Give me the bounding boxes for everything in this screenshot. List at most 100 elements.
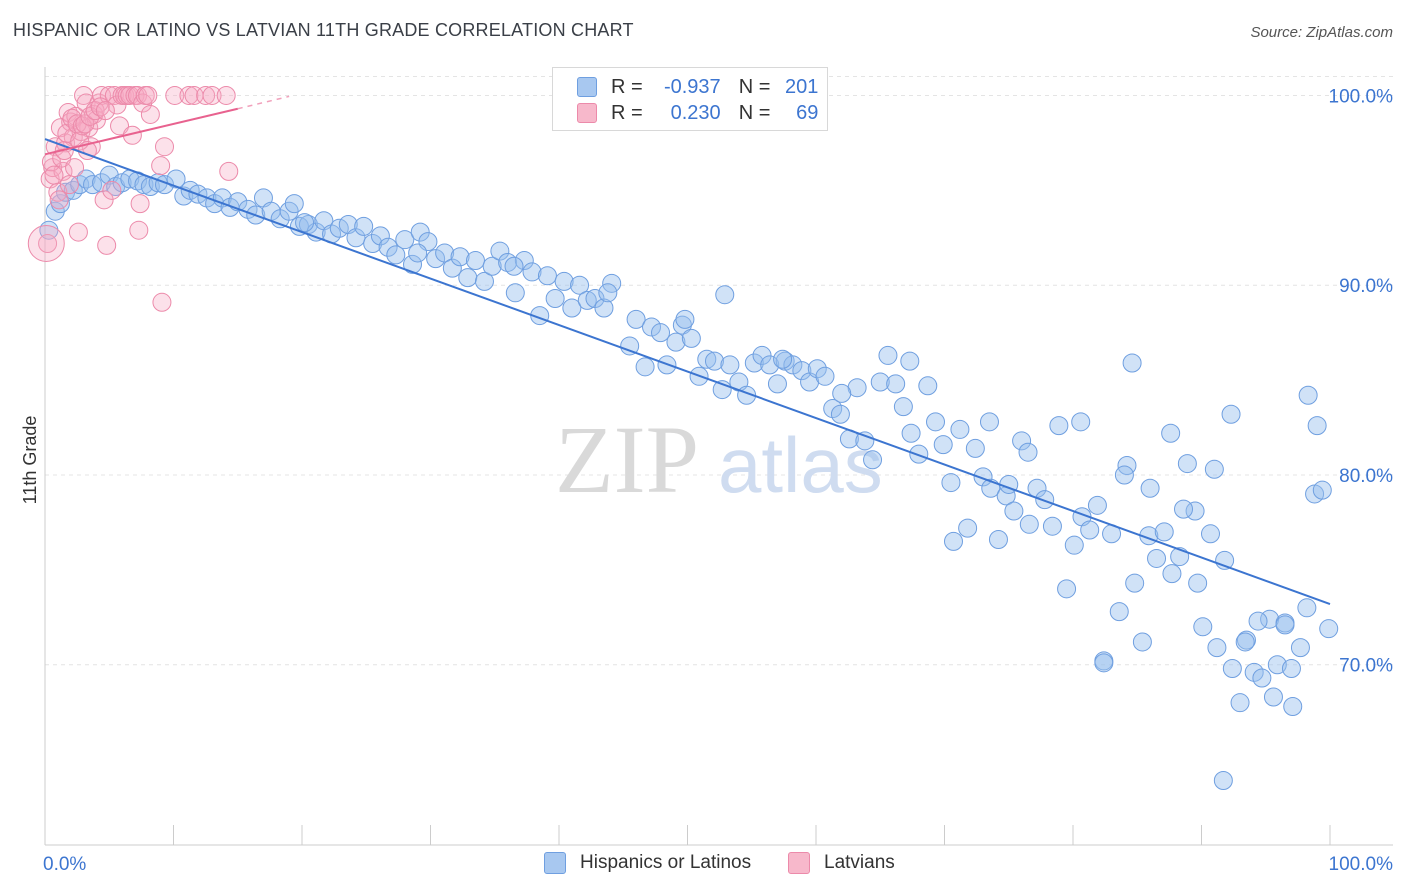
point-hispanic bbox=[490, 241, 510, 261]
point-hispanic bbox=[1244, 662, 1264, 682]
point-latvian bbox=[129, 220, 149, 240]
point-hispanic bbox=[562, 298, 582, 318]
point-hispanic bbox=[378, 237, 398, 257]
bottom-legend-label-hispanic: Hispanics or Latinos bbox=[580, 852, 752, 873]
point-hispanic bbox=[442, 258, 462, 278]
point-latvian bbox=[219, 161, 239, 181]
point-hispanic bbox=[1221, 404, 1241, 424]
point-hispanic bbox=[1161, 423, 1181, 443]
point-latvian bbox=[52, 148, 72, 168]
point-hispanic bbox=[886, 374, 906, 394]
chart-title: HISPANIC OR LATINO VS LATVIAN 11TH GRADE… bbox=[13, 20, 634, 40]
legend-swatch-latvian bbox=[577, 103, 597, 123]
point-latvian bbox=[68, 222, 88, 242]
point-hispanic bbox=[458, 268, 478, 288]
point-latvian bbox=[95, 101, 115, 121]
point-latvian bbox=[179, 85, 199, 105]
point-hispanic bbox=[783, 355, 803, 375]
point-latvian-large bbox=[27, 224, 65, 262]
legend-r-label: R = bbox=[611, 101, 643, 124]
point-latvian bbox=[102, 180, 122, 200]
point-hispanic bbox=[1140, 478, 1160, 498]
correlation-legend: R = -0.937 N = 201 R = 0.230 N = 69 bbox=[552, 67, 828, 131]
point-hispanic bbox=[1019, 514, 1039, 534]
point-hispanic bbox=[918, 376, 938, 396]
point-hispanic bbox=[598, 283, 618, 303]
point-hispanic bbox=[426, 249, 446, 269]
trendline-latvian bbox=[44, 107, 238, 156]
point-hispanic bbox=[958, 518, 978, 538]
axis-layer: 70.0% 80.0% 90.0% 100.0% bbox=[44, 67, 1394, 846]
point-hispanic bbox=[744, 353, 764, 373]
point-hispanic bbox=[346, 228, 366, 248]
points-layer bbox=[27, 85, 1339, 790]
point-hispanic bbox=[832, 383, 852, 403]
point-hispanic bbox=[943, 531, 963, 551]
point-hispanic bbox=[602, 273, 622, 293]
y-tick-label: 80.0% bbox=[1339, 466, 1393, 487]
point-hispanic bbox=[715, 285, 735, 305]
point-hispanic bbox=[1114, 465, 1134, 485]
point-hispanic bbox=[1297, 598, 1317, 618]
point-hispanic bbox=[620, 336, 640, 356]
point-hispanic bbox=[1064, 535, 1084, 555]
point-hispanic bbox=[988, 529, 1008, 549]
point-hispanic bbox=[1235, 632, 1255, 652]
point-hispanic bbox=[1207, 638, 1227, 658]
point-hispanic bbox=[1042, 516, 1062, 536]
legend-r-value: 0.230 bbox=[670, 101, 721, 124]
point-hispanic bbox=[1283, 696, 1303, 716]
point-hispanic bbox=[1071, 412, 1091, 432]
point-hispanic bbox=[386, 245, 406, 265]
point-hispanic bbox=[926, 412, 946, 432]
point-hispanic bbox=[635, 357, 655, 377]
point-hispanic bbox=[760, 355, 780, 375]
point-latvian bbox=[165, 85, 185, 105]
watermark-atlas: atlas bbox=[718, 421, 883, 509]
legend-n-value: 201 bbox=[785, 75, 819, 98]
y-tick-label: 100.0% bbox=[1329, 86, 1394, 107]
point-hispanic bbox=[1222, 659, 1242, 679]
point-hispanic bbox=[505, 283, 525, 303]
point-hispanic bbox=[1132, 632, 1152, 652]
point-hispanic bbox=[1057, 579, 1077, 599]
legend-row-hispanic: R = -0.937 N = 201 bbox=[577, 74, 818, 100]
point-hispanic bbox=[1230, 693, 1250, 713]
legend-r-label: R = bbox=[611, 75, 643, 98]
point-hispanic bbox=[1252, 668, 1272, 688]
point-hispanic bbox=[435, 243, 455, 263]
point-hispanic bbox=[1267, 655, 1287, 675]
point-hispanic bbox=[933, 435, 953, 455]
point-hispanic bbox=[1319, 619, 1339, 639]
point-latvian bbox=[155, 137, 175, 157]
point-latvian bbox=[65, 158, 85, 178]
point-latvian bbox=[72, 116, 92, 136]
point-hispanic bbox=[900, 351, 920, 371]
y-axis-label: 11th Grade bbox=[20, 416, 40, 505]
point-hispanic bbox=[704, 351, 724, 371]
point-hispanic bbox=[577, 290, 597, 310]
point-hispanic bbox=[1188, 573, 1208, 593]
source-label: Source: ZipAtlas.com bbox=[1250, 24, 1393, 41]
point-hispanic bbox=[1298, 385, 1318, 405]
point-hispanic bbox=[1109, 602, 1129, 622]
point-latvian bbox=[202, 85, 222, 105]
point-hispanic bbox=[901, 423, 921, 443]
point-hispanic bbox=[1012, 431, 1032, 451]
point-hispanic bbox=[354, 216, 374, 236]
legend-row-latvian: R = 0.230 N = 69 bbox=[577, 100, 818, 126]
point-hispanic bbox=[450, 247, 470, 267]
legend-r-value: -0.937 bbox=[663, 75, 721, 98]
point-hispanic bbox=[482, 256, 502, 276]
point-hispanic bbox=[1193, 617, 1213, 637]
point-hispanic bbox=[651, 323, 671, 343]
point-hispanic bbox=[1049, 416, 1069, 436]
x-tick-label-max: 100.0% bbox=[1329, 854, 1394, 875]
bottom-legend-swatch-latvian bbox=[788, 852, 810, 874]
point-hispanic bbox=[1204, 459, 1224, 479]
legend-n-value: 69 bbox=[796, 101, 819, 124]
point-hispanic bbox=[1275, 615, 1295, 635]
point-hispanic bbox=[807, 359, 827, 379]
point-hispanic bbox=[1185, 501, 1205, 521]
